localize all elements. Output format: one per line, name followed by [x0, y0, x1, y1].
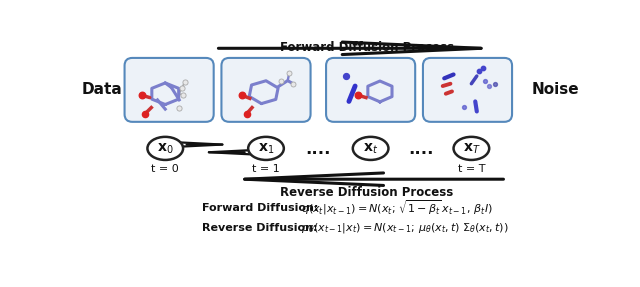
- Point: [284, 71, 294, 75]
- Point: [353, 93, 364, 98]
- Text: Noise: Noise: [532, 82, 580, 97]
- Point: [490, 82, 500, 86]
- Text: Reverse Diffusion:: Reverse Diffusion:: [202, 224, 318, 234]
- Text: $p_{\theta}(x_{t-1}|x_t) = N(x_{t-1};\, \mu_{\theta}(x_t, t)\; \Sigma_{\theta}(x: $p_{\theta}(x_{t-1}|x_t) = N(x_{t-1};\, …: [301, 222, 509, 235]
- Text: Forward Diffusion:: Forward Diffusion:: [202, 203, 319, 213]
- Text: t = T: t = T: [458, 164, 485, 174]
- FancyBboxPatch shape: [221, 58, 310, 122]
- Text: t = 1: t = 1: [252, 164, 280, 174]
- Point: [241, 111, 252, 116]
- Ellipse shape: [353, 137, 388, 160]
- Point: [478, 66, 488, 71]
- Point: [178, 93, 188, 98]
- Text: ....: ....: [408, 140, 434, 158]
- Point: [177, 85, 188, 90]
- FancyBboxPatch shape: [326, 58, 415, 122]
- Text: $\mathbf{x}_0$: $\mathbf{x}_0$: [157, 141, 173, 156]
- Text: Reverse Diffusion Process: Reverse Diffusion Process: [280, 186, 453, 199]
- Text: ....: ....: [305, 140, 331, 158]
- Point: [288, 82, 298, 86]
- Text: $\mathbf{x}_1$: $\mathbf{x}_1$: [258, 141, 274, 156]
- Point: [484, 84, 494, 88]
- Point: [458, 104, 468, 109]
- Text: $\mathbf{x}_T$: $\mathbf{x}_T$: [463, 141, 480, 156]
- FancyBboxPatch shape: [423, 58, 512, 122]
- Point: [276, 78, 286, 83]
- Ellipse shape: [147, 137, 183, 160]
- Text: $q(x_t|x_{t-1}) = N(x_t;\, \sqrt{1-\beta_t}\,x_{t-1},\, \beta_t I)$: $q(x_t|x_{t-1}) = N(x_t;\, \sqrt{1-\beta…: [301, 198, 493, 217]
- Point: [140, 111, 150, 116]
- Text: $\mathbf{x}_t$: $\mathbf{x}_t$: [363, 141, 378, 156]
- Point: [474, 68, 484, 73]
- Point: [237, 93, 247, 98]
- Point: [479, 78, 490, 83]
- Text: Data: Data: [81, 82, 122, 97]
- Ellipse shape: [454, 137, 489, 160]
- Text: Forward Diffusion Process: Forward Diffusion Process: [280, 41, 454, 54]
- Point: [179, 80, 189, 84]
- Point: [340, 74, 351, 78]
- Text: t = 0: t = 0: [152, 164, 179, 174]
- FancyBboxPatch shape: [125, 58, 214, 122]
- Point: [174, 105, 184, 110]
- Point: [137, 93, 147, 98]
- Ellipse shape: [248, 137, 284, 160]
